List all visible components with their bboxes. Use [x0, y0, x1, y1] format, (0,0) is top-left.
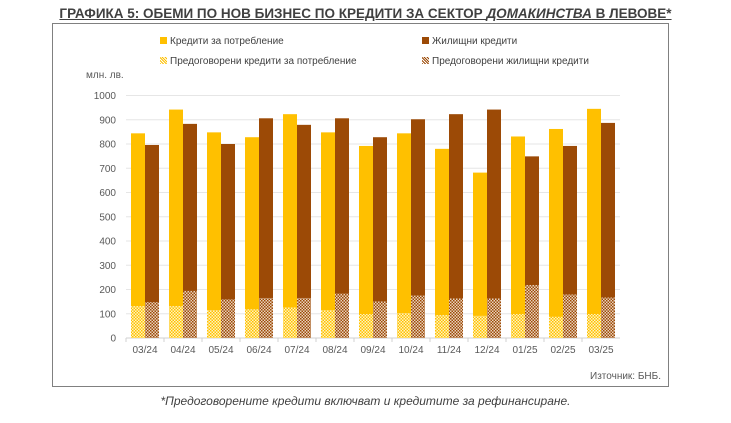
x-tick-label: 07/24	[284, 345, 309, 356]
bar-housing	[449, 114, 463, 299]
chart-frame	[52, 23, 669, 387]
y-tick-label: 600	[99, 188, 116, 199]
y-tick-label: 900	[99, 115, 116, 126]
bar-consumer-refin	[245, 309, 259, 338]
y-tick-label: 300	[99, 261, 116, 272]
y-tick-label: 500	[99, 212, 116, 223]
chart-title: ГРАФИКА 5: ОБЕМИ ПО НОВ БИЗНЕС ПО КРЕДИТ…	[59, 6, 672, 21]
y-tick-label: 400	[99, 237, 116, 248]
y-tick-label: 200	[99, 285, 116, 296]
bar-housing	[487, 109, 501, 299]
footnote: *Предоговорените кредити включват и кред…	[160, 394, 571, 408]
bar-housing	[563, 145, 577, 295]
bar-consumer	[207, 132, 221, 311]
bar-housing	[601, 122, 615, 298]
x-tick-label: 12/24	[474, 345, 499, 356]
bar-housing	[145, 144, 159, 303]
y-tick-label: 0	[110, 334, 116, 345]
bar-consumer-refin	[283, 307, 297, 338]
bar-housing-refin	[525, 285, 539, 338]
bar-housing-refin	[183, 290, 197, 338]
bar-consumer-refin	[397, 313, 411, 338]
bar-consumer-refin	[321, 310, 335, 338]
bar-consumer-refin	[435, 315, 449, 338]
bar-housing	[335, 118, 349, 294]
bar-housing-refin	[297, 297, 311, 338]
bar-consumer	[587, 108, 601, 314]
legend-swatch	[422, 57, 429, 64]
bar-consumer	[245, 137, 259, 310]
legend-swatch	[160, 37, 167, 44]
x-tick-label: 10/24	[398, 345, 423, 356]
bar-consumer	[435, 148, 449, 316]
source-note: Източник: БНБ.	[590, 371, 661, 382]
bar-housing-refin	[487, 298, 501, 338]
x-tick-label: 06/24	[246, 345, 271, 356]
x-tick-label: 04/24	[170, 345, 195, 356]
x-tick-label: 03/25	[588, 345, 613, 356]
x-tick-label: 03/24	[132, 345, 157, 356]
bar-consumer	[397, 133, 411, 314]
y-axis-unit: млн. лв.	[86, 70, 124, 81]
y-tick-label: 100	[99, 309, 116, 320]
bar-housing	[259, 118, 273, 298]
legend-consumer: Кредити за потребление	[160, 36, 284, 47]
bar-consumer	[511, 136, 525, 314]
x-tick-label: 09/24	[360, 345, 385, 356]
bar-consumer-refin	[549, 316, 563, 338]
x-tick-label: 08/24	[322, 345, 347, 356]
bar-consumer-refin	[359, 313, 373, 338]
bar-consumer-refin	[169, 306, 183, 338]
legend-swatch	[422, 37, 429, 44]
bar-housing-refin	[373, 301, 387, 338]
legend-housing-refin: Предоговорени жилищни кредити	[422, 56, 589, 67]
bar-consumer	[131, 133, 145, 307]
bar-consumer	[283, 114, 297, 308]
bar-consumer	[169, 109, 183, 307]
bar-housing	[297, 124, 311, 298]
bar-consumer-refin	[473, 315, 487, 338]
bar-housing-refin	[259, 297, 273, 338]
bar-housing-refin	[563, 294, 577, 338]
y-tick-label: 1000	[94, 91, 117, 102]
bar-housing	[525, 156, 539, 286]
bar-consumer	[321, 132, 335, 311]
bar-consumer	[359, 145, 373, 314]
y-tick-label: 800	[99, 140, 116, 151]
x-tick-label: 11/24	[437, 345, 462, 356]
bar-housing	[221, 144, 235, 300]
bar-consumer	[473, 172, 487, 316]
legend-swatch	[160, 57, 167, 64]
bar-housing	[183, 123, 197, 291]
bar-consumer	[549, 128, 563, 317]
bar-housing-refin	[335, 293, 349, 338]
x-tick-label: 01/25	[512, 345, 537, 356]
bar-consumer-refin	[207, 310, 221, 338]
bar-housing	[411, 119, 425, 296]
bar-consumer-refin	[587, 313, 601, 338]
legend-housing: Жилищни кредити	[422, 36, 517, 47]
y-tick-label: 700	[99, 164, 116, 175]
x-tick-label: 02/25	[550, 345, 575, 356]
bar-housing-refin	[411, 295, 425, 338]
bar-consumer-refin	[131, 306, 145, 338]
bar-housing	[373, 137, 387, 302]
x-tick-label: 05/24	[208, 345, 233, 356]
bar-housing-refin	[145, 302, 159, 338]
bar-housing-refin	[601, 297, 615, 338]
bar-housing-refin	[449, 298, 463, 338]
bar-housing-refin	[221, 299, 235, 338]
legend-consumer-refin: Предоговорени кредити за потребление	[160, 56, 357, 67]
bar-consumer-refin	[511, 313, 525, 338]
